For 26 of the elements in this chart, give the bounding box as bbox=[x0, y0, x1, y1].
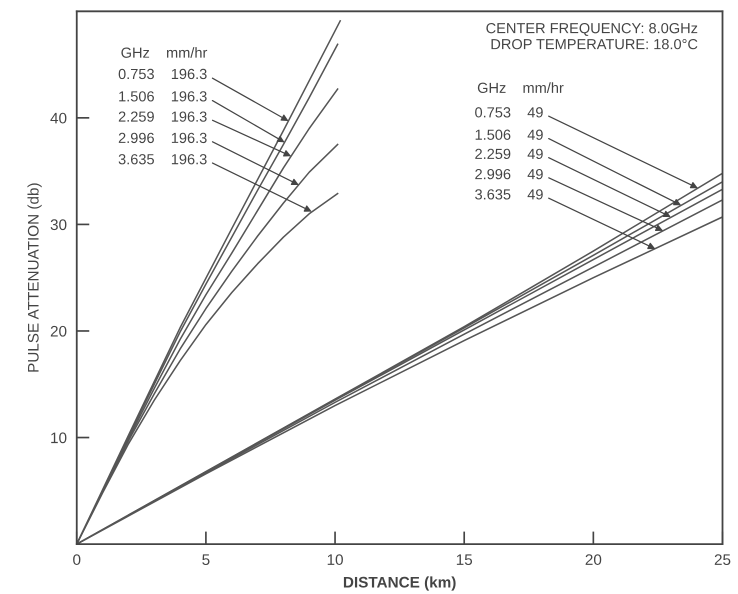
x-tick-label: 10 bbox=[328, 554, 343, 566]
annotation: CENTER FREQUENCY: 8.0GHz bbox=[486, 22, 698, 36]
y-tick-label: 40 bbox=[50, 112, 66, 124]
y-tick-label: 20 bbox=[50, 326, 66, 337]
annotation: 3.635 49 bbox=[475, 189, 543, 200]
y-tick-label: 30 bbox=[50, 219, 66, 230]
annotation: 2.259 49 bbox=[475, 148, 543, 160]
annotation: 1.506 196.3 bbox=[119, 91, 207, 102]
y-tick-label: 10 bbox=[51, 432, 66, 444]
annotation: DROP TEMPERATURE: 18.0°C bbox=[492, 38, 698, 50]
y-axis-title: PULSE ATTENUATION (db) bbox=[27, 183, 42, 372]
annotation: 2.996 49 bbox=[475, 168, 543, 180]
annotation: 1.506 49 bbox=[476, 130, 543, 140]
annotation: GHz mm/hr bbox=[478, 82, 564, 93]
annotation: 2.996 196.3 bbox=[118, 132, 207, 144]
x-axis-title: DISTANCE (km) bbox=[344, 576, 456, 591]
x-tick-label: 0 bbox=[73, 554, 80, 566]
annotation: 2.259 196.3 bbox=[118, 111, 207, 122]
x-tick-label: 25 bbox=[714, 554, 730, 566]
annotation: 0.753 196.3 bbox=[118, 68, 207, 80]
annotation: 3.635 196.3 bbox=[118, 154, 207, 164]
x-tick-label: 15 bbox=[456, 554, 472, 566]
annotation: 0.753 49 bbox=[475, 107, 543, 118]
annotation: GHz mm/hr bbox=[121, 47, 208, 58]
x-tick-label: 5 bbox=[202, 554, 210, 566]
x-tick-label: 20 bbox=[586, 554, 602, 566]
